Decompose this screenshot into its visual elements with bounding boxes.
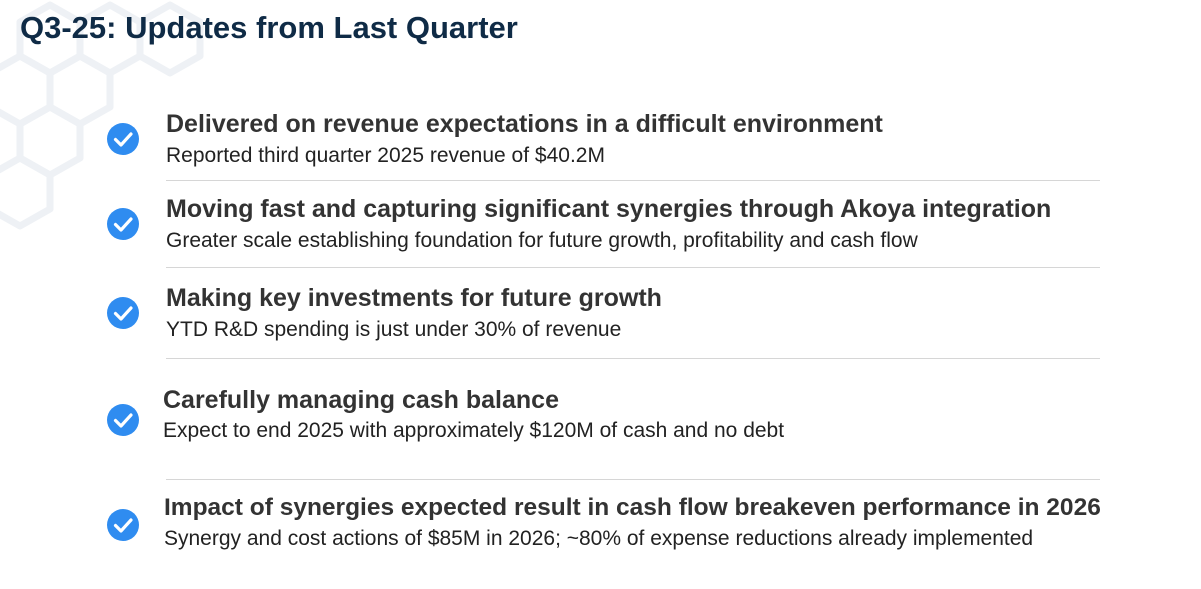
- check-circle-icon: [107, 404, 139, 436]
- item-detail: Expect to end 2025 with approximately $1…: [163, 419, 785, 442]
- check-circle-icon: [107, 297, 139, 329]
- check-circle-icon: [107, 208, 139, 240]
- item-detail: Synergy and cost actions of $85M in 2026…: [164, 527, 1034, 550]
- item-heading: Moving fast and capturing significant sy…: [166, 195, 1052, 223]
- page-title: Q3-25: Updates from Last Quarter: [20, 10, 518, 45]
- divider: [166, 267, 1100, 268]
- item-heading: Impact of synergies expected result in c…: [164, 494, 1101, 521]
- check-circle-icon: [107, 123, 139, 155]
- item-detail: Greater scale establishing foundation fo…: [166, 229, 918, 252]
- item-detail: YTD R&D spending is just under 30% of re…: [166, 318, 622, 341]
- check-circle-icon: [107, 509, 139, 541]
- divider: [166, 180, 1100, 181]
- item-heading: Carefully managing cash balance: [163, 386, 559, 414]
- divider: [166, 358, 1100, 359]
- item-heading: Making key investments for future growth: [166, 284, 662, 312]
- item-heading: Delivered on revenue expectations in a d…: [166, 110, 883, 138]
- item-detail: Reported third quarter 2025 revenue of $…: [166, 144, 605, 167]
- divider: [166, 479, 1100, 480]
